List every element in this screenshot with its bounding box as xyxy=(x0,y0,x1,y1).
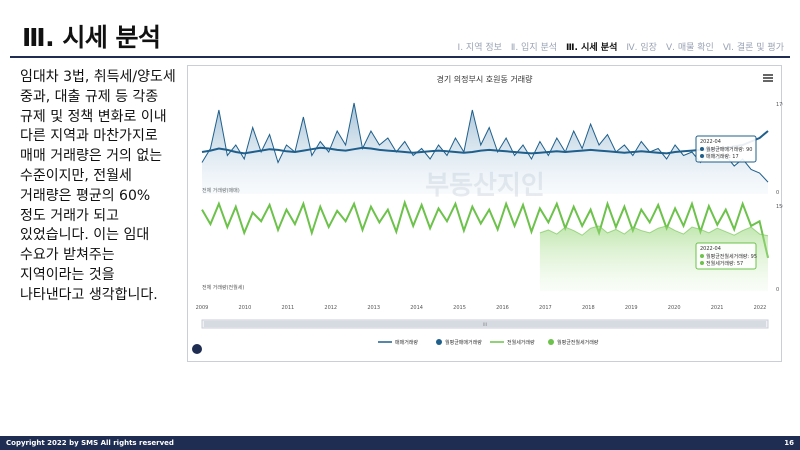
axis-label-top-1: 150 xyxy=(776,204,783,210)
panel-label-1: 전체 거래량(전월세) xyxy=(202,284,244,291)
scrollbar-thumb xyxy=(204,321,766,327)
nav-item-3[interactable]: Ⅳ. 임장 xyxy=(626,43,657,53)
x-tick-label: 2010 xyxy=(239,305,252,311)
nav-item-1[interactable]: Ⅱ. 입지 분석 xyxy=(510,43,558,53)
nav-item-0[interactable]: Ⅰ. 지역 정보 xyxy=(457,43,502,53)
chart-panel: 경기 의정부시 호원동 거래량 부동산지인전체 거래량(매매)17002022-… xyxy=(187,65,783,362)
scrollbar-grip: III xyxy=(483,322,487,327)
tooltip-dot-0-1 xyxy=(700,154,704,158)
axis-label-bottom-0: 0 xyxy=(776,190,779,196)
legend-swatch-3 xyxy=(548,339,554,345)
tooltip-item-0-0: 월평균매매거래량: 90 xyxy=(706,146,752,153)
x-tick-label: 2022 xyxy=(754,305,767,311)
series-line-1-1 xyxy=(539,225,769,237)
hamburger-menu-icon[interactable] xyxy=(763,74,773,82)
title-divider xyxy=(10,56,790,58)
x-tick-label: 2012 xyxy=(324,305,337,311)
series-area-0-0 xyxy=(202,103,768,194)
x-tick-label: 2018 xyxy=(582,305,595,311)
series-line-0-0 xyxy=(201,102,769,183)
tooltip-item-1-1: 전월세거래량: 57 xyxy=(706,260,743,267)
reset-zoom-icon xyxy=(192,344,202,354)
x-tick-label: 2019 xyxy=(625,305,638,311)
legend-label-3: 월평균전월세거래량 xyxy=(557,339,599,346)
legend-label-0: 매매거래량 xyxy=(395,339,418,346)
nav-item-4[interactable]: Ⅴ. 매물 확인 xyxy=(665,43,714,53)
x-tick-label: 2020 xyxy=(668,305,681,311)
nav-item-2[interactable]: Ⅲ. 시세 분석 xyxy=(566,43,618,53)
x-tick-label: 2015 xyxy=(453,305,466,311)
tooltip-date-0: 2022-04 xyxy=(700,139,721,145)
tooltip-box-0 xyxy=(695,135,757,163)
tooltip-dot-1-1 xyxy=(700,261,704,265)
copyright-text: Copyright 2022 by SMS All rights reserve… xyxy=(6,439,174,447)
legend-label-2: 전월세거래량 xyxy=(507,339,535,346)
series-area-1-1 xyxy=(539,225,768,291)
tooltip-box-1 xyxy=(695,242,757,270)
nav-item-5[interactable]: Ⅵ. 결론 및 평가 xyxy=(722,43,784,53)
axis-label-bottom-1: 0 xyxy=(776,287,779,293)
x-tick-label: 2009 xyxy=(196,305,209,311)
body-paragraph: 임대차 3법, 취득세/양도세 중과, 대출 규제 등 각종 규제 및 정책 변… xyxy=(20,69,176,303)
tooltip-date-1: 2022-04 xyxy=(700,246,721,252)
x-tick-label: 2021 xyxy=(711,305,724,311)
x-tick-label: 2016 xyxy=(496,305,509,311)
legend-label-1: 월평균매매거래량 xyxy=(445,339,482,346)
tooltip-item-1-0: 월평균전월세거래량: 95 xyxy=(706,253,757,260)
series-line-1-0 xyxy=(201,199,769,259)
footer-bar: Copyright 2022 by SMS All rights reserve… xyxy=(0,436,800,450)
chart-title: 경기 의정부시 호원동 거래량 xyxy=(436,75,533,84)
x-tick-label: 2017 xyxy=(539,305,552,311)
page-number: 16 xyxy=(784,439,794,447)
series-line-0-1 xyxy=(201,130,769,155)
x-tick-label: 2014 xyxy=(410,305,423,311)
tooltip-item-0-1: 매매거래량: 17 xyxy=(706,153,739,160)
tooltip-dot-1-0 xyxy=(700,254,704,258)
tooltip-dot-0-0 xyxy=(700,147,704,151)
x-tick-label: 2011 xyxy=(281,305,294,311)
section-nav: Ⅰ. 지역 정보 Ⅱ. 입지 분석 Ⅲ. 시세 분석 Ⅳ. 임장 Ⅴ. 매물 확인 Ⅵ. … xyxy=(458,40,784,53)
axis-label-top-0: 170 xyxy=(776,102,783,108)
x-tick-label: 2013 xyxy=(367,305,380,311)
slide-title: Ⅲ. 시세 분석 xyxy=(22,23,161,52)
legend-swatch-1 xyxy=(436,339,442,345)
